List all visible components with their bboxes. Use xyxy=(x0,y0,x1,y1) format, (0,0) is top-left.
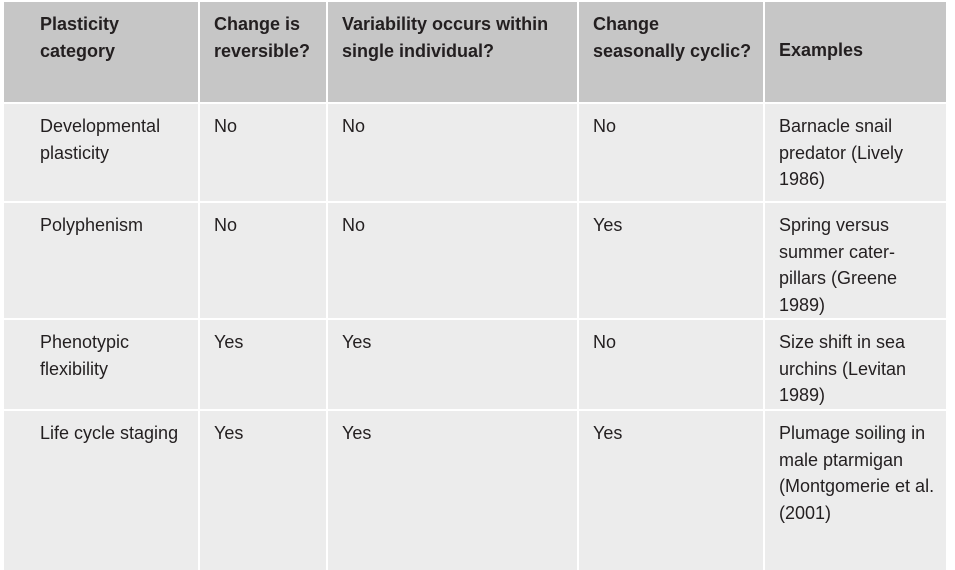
cell-category: Life cycle staging xyxy=(4,409,199,570)
cell-individual: No xyxy=(326,102,578,202)
cell-seasonal: No xyxy=(577,102,764,202)
header-seasonally-cyclic: Change seasonally cyclic? xyxy=(577,2,764,103)
table-row: Life cycle staging Yes Yes Yes Plumage s… xyxy=(4,409,946,570)
cell-reversible: No xyxy=(198,201,327,319)
cell-category: Phenotypic flexibility xyxy=(4,318,199,410)
table-row: Developmental plasticity No No No Barnac… xyxy=(4,102,946,202)
cell-seasonal: No xyxy=(577,318,764,410)
table-row: Phenotypic flexibility Yes Yes No Size s… xyxy=(4,318,946,410)
cell-category: Polyphenism xyxy=(4,201,199,319)
cell-category: Developmental plasticity xyxy=(4,102,199,202)
cell-examples: Spring versus summer cater-pillars (Gree… xyxy=(763,201,946,319)
cell-reversible: No xyxy=(198,102,327,202)
header-change-reversible: Change is reversible? xyxy=(198,2,327,103)
cell-examples: Barnacle snail predator (Lively 1986) xyxy=(763,102,946,202)
cell-individual: Yes xyxy=(326,409,578,570)
header-plasticity-category: Plasticity category xyxy=(4,2,199,103)
cell-examples: Size shift in sea urchins (Levitan 1989) xyxy=(763,318,946,410)
header-row: Plasticity category Change is reversible… xyxy=(4,2,946,103)
plasticity-table: Plasticity category Change is reversible… xyxy=(4,2,946,570)
cell-seasonal: Yes xyxy=(577,201,764,319)
header-examples: Examples xyxy=(763,2,946,103)
cell-reversible: Yes xyxy=(198,409,327,570)
cell-individual: Yes xyxy=(326,318,578,410)
cell-examples: Plumage soiling in male ptarmigan (Montg… xyxy=(763,409,946,570)
table-row: Polyphenism No No Yes Spring versus summ… xyxy=(4,201,946,319)
header-variability-individual: Variability occurs within single individ… xyxy=(326,2,578,103)
cell-reversible: Yes xyxy=(198,318,327,410)
cell-individual: No xyxy=(326,201,578,319)
cell-seasonal: Yes xyxy=(577,409,764,570)
